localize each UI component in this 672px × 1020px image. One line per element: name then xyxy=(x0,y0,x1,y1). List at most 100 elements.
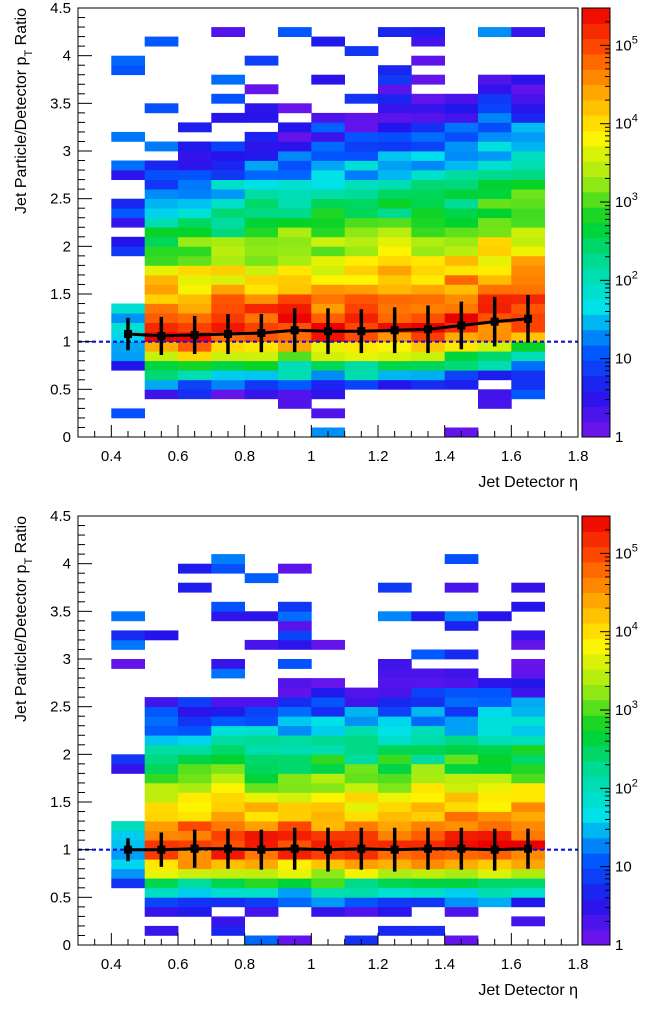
heatmap-cell xyxy=(411,170,445,180)
heatmap-cell xyxy=(344,897,379,908)
heatmap-cell xyxy=(311,821,345,831)
heatmap-cell xyxy=(278,601,312,612)
heatmap-cell xyxy=(344,716,379,727)
heatmap-cell xyxy=(478,131,512,142)
heatmap-cell xyxy=(111,65,145,76)
x-tick-label: 1.6 xyxy=(501,448,522,465)
heatmap-cell xyxy=(311,878,345,889)
heatmap-cell xyxy=(511,284,545,295)
heatmap-cell xyxy=(311,227,345,238)
heatmap-cell xyxy=(411,897,445,908)
heatmap-cell xyxy=(178,303,212,314)
heatmap-cell xyxy=(411,189,445,199)
profile-point xyxy=(524,844,532,853)
heatmap-cell xyxy=(144,811,179,822)
heatmap-cell xyxy=(478,84,512,95)
heatmap-cell xyxy=(511,782,545,793)
heatmap-cell xyxy=(444,160,479,171)
heatmap-cell xyxy=(378,217,412,228)
heatmap-cell xyxy=(278,170,312,180)
heatmap-cell xyxy=(344,370,379,381)
heatmap-cell xyxy=(511,639,545,650)
colorbar-segment xyxy=(582,669,610,685)
heatmap-cell xyxy=(244,112,279,123)
heatmap-cell xyxy=(278,706,312,717)
colorbar-segment xyxy=(582,145,610,162)
heatmap-cell xyxy=(278,284,312,295)
heatmap-cell xyxy=(444,198,479,209)
heatmap-cell xyxy=(244,179,279,190)
chart-panel-top: 0.4 0.6 0.8 1 1.2 1.4 1.6 1.8 Jet Detector η 0 0.5… xyxy=(0,0,672,508)
heatmap-cell xyxy=(344,811,379,822)
profile-point xyxy=(424,325,432,334)
x-axis: 0.4 0.6 0.8 1 1.2 1.4 1.6 1.8 Jet Detector η xyxy=(77,425,588,491)
heatmap-cell xyxy=(478,398,512,409)
heatmap-cell xyxy=(111,351,145,362)
heatmap-cell xyxy=(444,687,479,698)
heatmap-cell xyxy=(144,782,179,793)
heatmap-cell xyxy=(411,868,445,879)
y-tick-label: 1 xyxy=(63,334,71,351)
colorbar-segment xyxy=(582,161,610,177)
heatmap-cell xyxy=(211,744,245,755)
heatmap-cell xyxy=(511,236,545,247)
heatmap-cell xyxy=(444,906,479,917)
heatmap-cell xyxy=(444,151,479,161)
heatmap-cell xyxy=(244,284,279,295)
heatmap-cell xyxy=(111,131,145,142)
heatmap-cell xyxy=(511,246,545,257)
heatmap-cell xyxy=(511,878,545,889)
heatmap-cell xyxy=(511,802,545,812)
colorbar-tick-label: 104 xyxy=(615,113,638,133)
heatmap-cell xyxy=(111,217,145,228)
heatmap-cell xyxy=(178,754,212,765)
heatmap-cell xyxy=(111,303,145,314)
heatmap-cell xyxy=(144,389,179,400)
heatmap-cell xyxy=(244,897,279,908)
heatmap-cell xyxy=(178,744,212,755)
heatmap-cell xyxy=(278,887,312,898)
heatmap-cell xyxy=(411,668,445,679)
heatmap-cell xyxy=(211,370,245,381)
heatmap-cell xyxy=(244,725,279,736)
heatmap-cell xyxy=(111,630,145,641)
colorbar-segment xyxy=(582,914,610,931)
heatmap-cell xyxy=(278,189,312,199)
heatmap-cell xyxy=(178,792,212,803)
heatmap-cell xyxy=(178,906,212,917)
heatmap-cell xyxy=(378,744,412,755)
heatmap-cell xyxy=(411,93,445,104)
profile-point xyxy=(490,317,499,326)
heatmap-cell xyxy=(478,754,512,765)
heatmap-cell xyxy=(278,754,312,765)
colorbar-segment xyxy=(582,54,610,70)
heatmap-cell xyxy=(411,379,445,390)
colorbar-tick-label: 102 xyxy=(615,777,638,797)
heatmap-cell xyxy=(244,55,279,66)
colorbar-tick-label: 104 xyxy=(615,621,638,641)
heatmap-cell xyxy=(378,179,412,190)
heatmap-cell xyxy=(178,763,212,774)
heatmap-cell xyxy=(511,74,545,85)
heatmap-cell xyxy=(144,189,179,199)
heatmap-cell xyxy=(344,744,379,755)
heatmap-cell xyxy=(278,659,312,669)
heatmap-cell xyxy=(411,103,445,114)
heatmap-cell xyxy=(311,112,345,123)
heatmap-cell xyxy=(311,74,345,85)
heatmap-cell xyxy=(311,408,345,419)
y-tick-label: 4.5 xyxy=(50,508,71,525)
x-axis-label: Jet Detector η xyxy=(478,474,578,491)
heatmap-cell xyxy=(278,811,312,822)
y-axis: 0 0.5 1 1.5 2 2.5 3 3.5 4 4.5 Jet Particle/Detecto… xyxy=(13,0,92,446)
heatmap-cell xyxy=(311,122,345,133)
heatmap-cell xyxy=(244,360,279,371)
heatmap-cell xyxy=(311,151,345,161)
heatmap-cell xyxy=(478,389,512,400)
colorbar-frame xyxy=(581,7,611,438)
heatmap-cell xyxy=(111,198,145,209)
heatmap-cell xyxy=(178,563,212,574)
colorbar-segment xyxy=(582,807,610,823)
heatmap-cell xyxy=(511,763,545,774)
colorbar-segment xyxy=(582,516,610,532)
